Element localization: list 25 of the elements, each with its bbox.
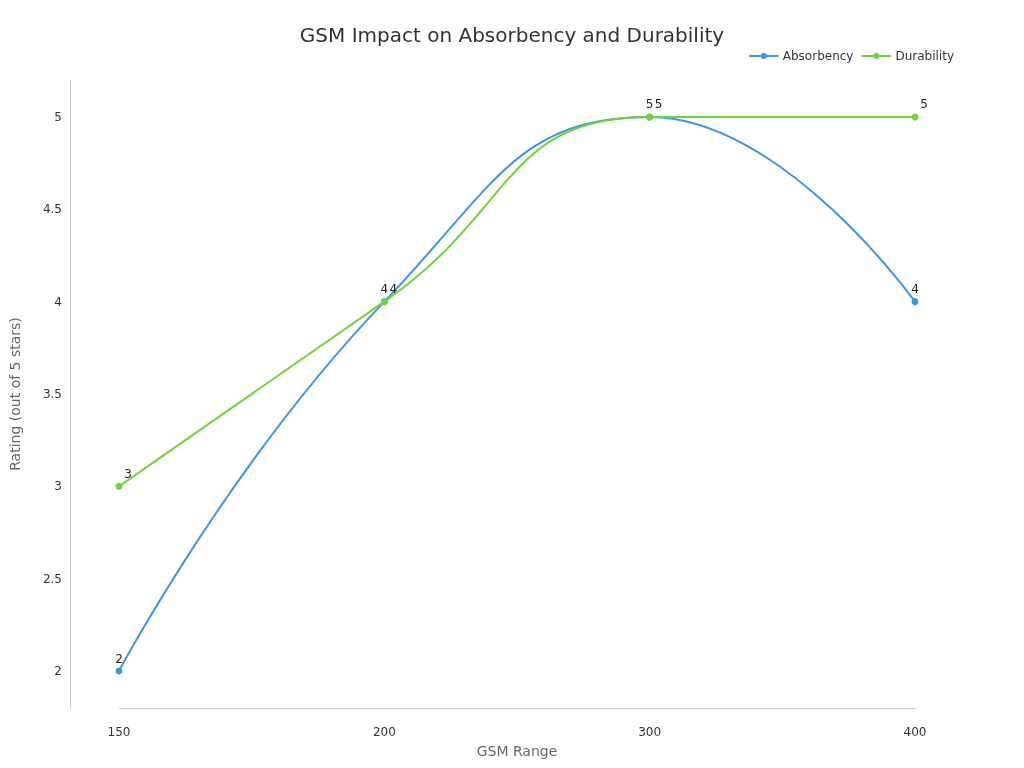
x-tick-label: 150 xyxy=(107,725,131,739)
y-tick-label: 4 xyxy=(54,294,62,309)
legend-label: Durability xyxy=(895,49,954,63)
data-label: 5 xyxy=(654,97,663,112)
data-label: 2 xyxy=(115,651,123,666)
legend-label: Absorbency xyxy=(782,49,854,63)
point xyxy=(911,298,919,306)
y-tick-label: 5 xyxy=(54,109,62,124)
x-tick-label: 200 xyxy=(372,725,396,739)
y-tick-label: 2.5 xyxy=(42,571,62,586)
y-tick-label: 4.5 xyxy=(42,202,62,217)
data-label: 5 xyxy=(920,97,928,112)
point xyxy=(115,482,123,490)
data-label: 3 xyxy=(124,466,132,481)
data-label: 5 xyxy=(645,97,654,112)
y-tick-label: 3.5 xyxy=(42,387,62,401)
y-tick-label: 3 xyxy=(54,479,62,494)
y-tick-label: 2 xyxy=(54,664,62,679)
x-axis-title: GSM Range xyxy=(476,743,558,759)
chart-title: GSM Impact on Absorbency and Durability xyxy=(299,23,725,47)
data-label: 4 xyxy=(911,282,919,297)
y-axis-title: Rating (out of 5 stars) xyxy=(7,317,23,471)
x-tick-label: 300 xyxy=(638,725,662,739)
x-tick-label: 400 xyxy=(903,725,927,739)
data-label: 4 xyxy=(380,282,389,297)
